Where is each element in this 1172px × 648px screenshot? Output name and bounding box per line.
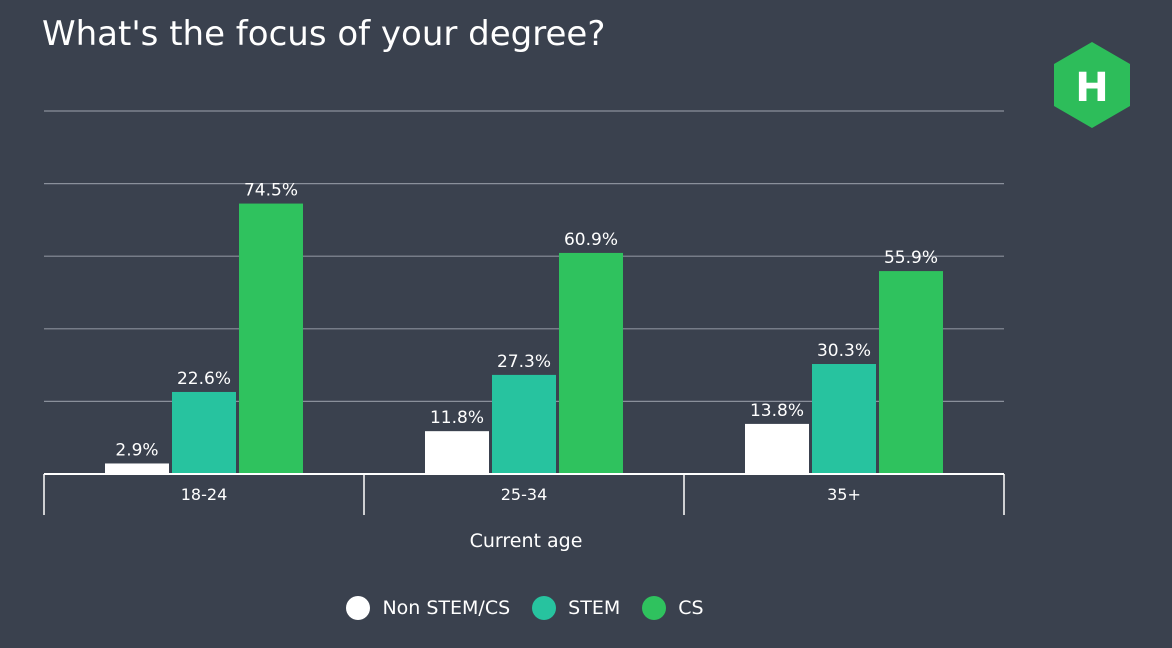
bar [879,271,943,474]
legend-item: Non STEM/CS [346,596,510,620]
data-label: 74.5% [244,181,298,201]
bar [105,463,169,474]
x-tick-label: 25-34 [501,485,548,504]
bar [425,431,489,474]
data-label: 2.9% [115,440,158,460]
data-label: 55.9% [884,248,938,268]
legend-item: STEM [532,596,620,620]
legend-label: Non STEM/CS [382,597,511,619]
bar [745,423,809,474]
chart-title: What's the focus of your degree? [42,14,606,54]
data-label: 27.3% [497,352,551,372]
bar [239,203,303,474]
legend-item: CS [642,596,704,620]
bar [812,364,876,474]
data-label: 22.6% [177,369,231,389]
legend-label: STEM [568,597,621,619]
legend-swatch-icon [346,596,371,620]
bar [559,252,623,474]
data-label: 30.3% [817,341,871,361]
legend-swatch-icon [532,596,557,620]
legend-swatch-icon [642,596,667,620]
legend-label: CS [678,597,704,619]
x-tick-label: 35+ [827,485,861,504]
data-label: 13.8% [750,401,804,421]
logo-letter: H [1075,65,1108,111]
bar [492,374,556,474]
hackerearth-logo-icon: H [1054,42,1130,128]
bar [172,391,236,474]
data-label: 60.9% [564,230,618,250]
data-label: 11.8% [430,408,484,428]
x-tick-label: 18-24 [181,485,228,504]
x-axis-label: Current age [470,530,583,552]
legend: Non STEM/CS STEM CS [0,596,1050,620]
